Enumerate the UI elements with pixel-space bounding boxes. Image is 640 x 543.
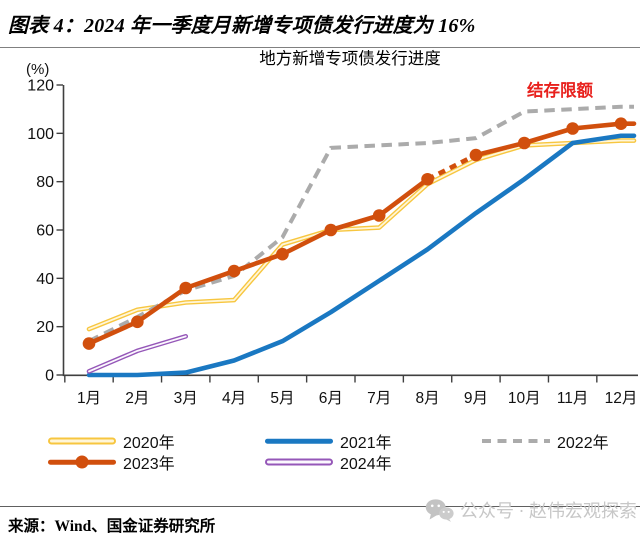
y-axis-tick-label: 80 bbox=[36, 174, 54, 191]
legend-line-2021 bbox=[265, 438, 333, 444]
data-point-2023 bbox=[324, 223, 338, 237]
legend-swatch-2023 bbox=[48, 454, 116, 470]
legend-swatch-2022 bbox=[482, 433, 550, 449]
axis-lines bbox=[62, 85, 638, 377]
data-point-2023 bbox=[179, 281, 193, 295]
chart-area: 地方新增专项债发行进度 (%) 0 20 40 60 80 100 120 1月 2月 3月 4月 5… bbox=[26, 49, 638, 408]
footer-divider bbox=[0, 506, 640, 507]
legend-label-2020: 2020年 bbox=[123, 435, 175, 452]
wechat-icon bbox=[425, 499, 454, 522]
y-axis-tick-label: 100 bbox=[27, 126, 54, 143]
y-axis-tick-label: 0 bbox=[45, 368, 54, 385]
issuance-progress-chart: 地方新增专项债发行进度 (%) 0 20 40 60 80 100 120 1月 2月 3月 4月 5… bbox=[26, 49, 638, 408]
series-line-2024 bbox=[88, 335, 187, 373]
legend-swatch-2021 bbox=[265, 433, 333, 449]
legend-marker-2023 bbox=[75, 455, 89, 469]
legend-line-2020 bbox=[48, 437, 116, 445]
y-axis-tick-label: 20 bbox=[36, 319, 54, 336]
legend-item-2023: 2023年 bbox=[48, 450, 175, 474]
legend-label-2022: 2022年 bbox=[557, 435, 609, 452]
legend-item-2024: 2024年 bbox=[265, 450, 392, 474]
y-axis-unit-label: (%) bbox=[26, 61, 49, 78]
series-line-2021 bbox=[86, 133, 637, 378]
data-point-2023 bbox=[469, 148, 483, 162]
legend-label-2024: 2024年 bbox=[340, 456, 392, 473]
data-point-2023 bbox=[421, 172, 434, 186]
data-point-2023 bbox=[131, 315, 144, 329]
watermark: 公众号 · 赵伟宏观探索 bbox=[425, 497, 637, 523]
data-point-2023 bbox=[276, 247, 289, 261]
x-axis-tick-label: 4月 bbox=[222, 390, 246, 407]
x-axis-tick-label: 12月 bbox=[605, 390, 638, 407]
x-axis-tick-label: 2月 bbox=[125, 390, 149, 407]
x-axis-tick-label: 1月 bbox=[77, 390, 101, 407]
y-axis-tick-label: 120 bbox=[27, 78, 54, 95]
x-axis-tick-label: 9月 bbox=[464, 390, 488, 407]
source-text: 来源：Wind、国金证券研究所 bbox=[8, 518, 216, 535]
x-axis-tick-label: 10月 bbox=[508, 390, 541, 407]
data-point-2023 bbox=[517, 136, 531, 150]
x-axis-tick-label: 8月 bbox=[415, 390, 439, 407]
axis-ticks-and-labels: 0 20 40 60 80 100 120 1月 2月 3月 4月 5月 6月 7月 8月 9月 10月 11月 1… bbox=[27, 78, 637, 408]
annotation-carryover-quota: 结存限额 bbox=[527, 80, 594, 100]
legend-item-2020: 2020年 bbox=[48, 429, 175, 453]
x-axis-tick-label: 5月 bbox=[270, 390, 294, 407]
y-axis-tick-label: 60 bbox=[36, 223, 54, 240]
x-axis-tick-label: 11月 bbox=[557, 390, 589, 407]
legend-swatch-2024 bbox=[265, 454, 333, 470]
series-line-2023 bbox=[426, 153, 477, 182]
legend-line-2022 bbox=[482, 439, 550, 443]
figure-title: 图表 4：2024 年一季度月新增专项债发行进度为 16% bbox=[8, 15, 476, 37]
y-axis-tick-label: 40 bbox=[36, 271, 54, 288]
chart-title: 地方新增专项债发行进度 bbox=[259, 49, 441, 68]
legend-label-2023: 2023年 bbox=[123, 456, 175, 473]
header-divider bbox=[0, 47, 640, 48]
x-axis-tick-label: 7月 bbox=[367, 390, 391, 407]
legend-item-2022: 2022年 bbox=[482, 429, 609, 453]
watermark-text: 公众号 · 赵伟宏观探索 bbox=[460, 501, 637, 521]
data-point-2023 bbox=[372, 209, 386, 222]
series-line-2023 bbox=[86, 176, 430, 346]
data-point-2023 bbox=[566, 122, 579, 135]
series-lines bbox=[82, 104, 637, 378]
legend-label-2021: 2021年 bbox=[340, 435, 392, 452]
legend-line-2024 bbox=[265, 458, 333, 466]
data-point-2023 bbox=[614, 117, 628, 130]
data-point-2023 bbox=[227, 264, 241, 278]
x-axis-tick-label: 3月 bbox=[174, 390, 198, 407]
x-axis-tick-label: 6月 bbox=[319, 390, 343, 407]
legend-swatch-2020 bbox=[48, 433, 116, 449]
legend-item-2021: 2021年 bbox=[265, 429, 392, 453]
data-point-2023 bbox=[82, 337, 96, 350]
